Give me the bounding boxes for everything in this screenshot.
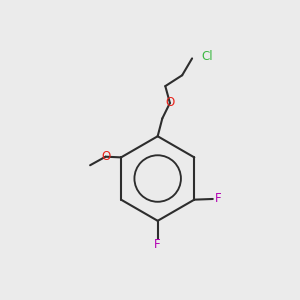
Text: F: F <box>154 238 161 251</box>
Text: O: O <box>101 150 110 163</box>
Text: Cl: Cl <box>201 50 213 63</box>
Text: F: F <box>215 193 222 206</box>
Text: O: O <box>165 97 175 110</box>
